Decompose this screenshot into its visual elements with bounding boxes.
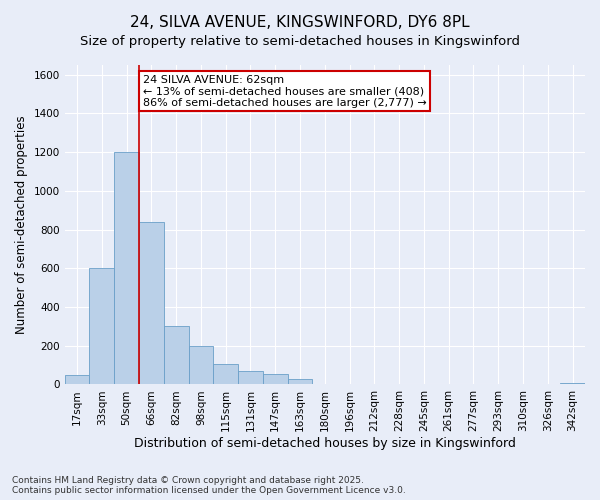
Bar — [114, 152, 139, 384]
Bar — [164, 326, 188, 384]
Text: 24 SILVA AVENUE: 62sqm
← 13% of semi-detached houses are smaller (408)
86% of se: 24 SILVA AVENUE: 62sqm ← 13% of semi-det… — [143, 74, 427, 108]
Text: Size of property relative to semi-detached houses in Kingswinford: Size of property relative to semi-detach… — [80, 35, 520, 48]
Bar — [263, 374, 287, 384]
Y-axis label: Number of semi-detached properties: Number of semi-detached properties — [15, 116, 28, 334]
Text: 24, SILVA AVENUE, KINGSWINFORD, DY6 8PL: 24, SILVA AVENUE, KINGSWINFORD, DY6 8PL — [130, 15, 470, 30]
X-axis label: Distribution of semi-detached houses by size in Kingswinford: Distribution of semi-detached houses by … — [134, 437, 516, 450]
Bar — [238, 371, 263, 384]
Bar — [188, 346, 214, 385]
Bar — [65, 375, 89, 384]
Bar — [139, 222, 164, 384]
Bar — [287, 378, 313, 384]
Bar — [89, 268, 114, 384]
Bar — [214, 364, 238, 384]
Text: Contains HM Land Registry data © Crown copyright and database right 2025.
Contai: Contains HM Land Registry data © Crown c… — [12, 476, 406, 495]
